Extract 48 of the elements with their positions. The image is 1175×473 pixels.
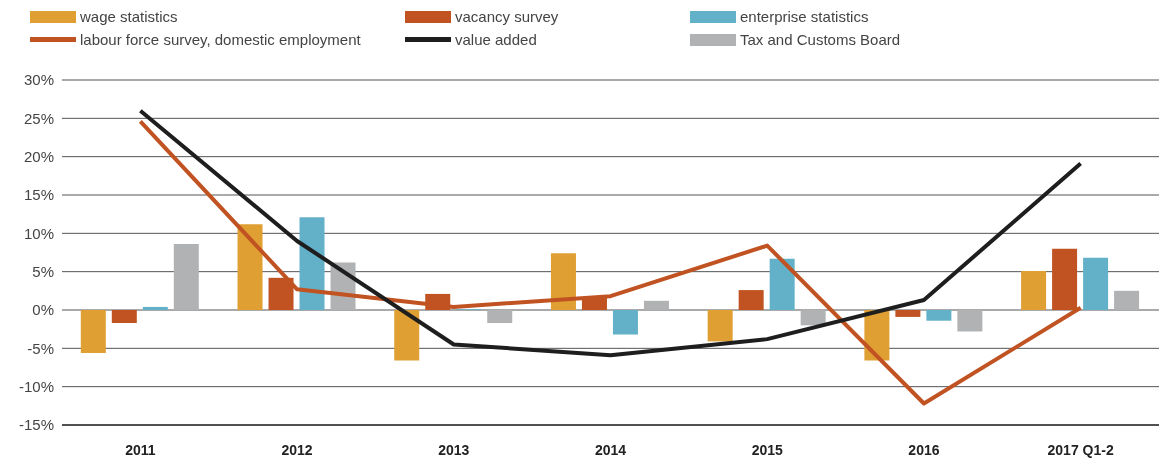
bar bbox=[769, 258, 795, 310]
legend-label: value added bbox=[455, 31, 537, 48]
bar bbox=[612, 310, 638, 335]
bar bbox=[926, 310, 952, 321]
bar bbox=[237, 224, 263, 310]
y-tick-label: -15% bbox=[18, 416, 54, 434]
x-tick-label: 2017 Q1-2 bbox=[1047, 441, 1114, 458]
y-tick-label: -10% bbox=[18, 377, 54, 395]
bar bbox=[268, 277, 294, 310]
legend-label: labour force survey, domestic employment bbox=[80, 31, 361, 48]
bar bbox=[394, 310, 420, 361]
line-series bbox=[138, 119, 1083, 406]
x-tick-label: 2015 bbox=[751, 441, 783, 458]
legend-label: vacancy survey bbox=[455, 8, 559, 25]
x-tick-label: 2013 bbox=[438, 441, 470, 458]
bar bbox=[738, 290, 764, 310]
bar bbox=[80, 310, 106, 353]
bar bbox=[1052, 248, 1078, 310]
bar bbox=[550, 253, 576, 310]
y-tick-label: 20% bbox=[23, 147, 54, 165]
legend-label: Tax and Customs Board bbox=[740, 31, 901, 48]
bar bbox=[895, 310, 921, 317]
x-tick-label: 2011 bbox=[125, 441, 156, 458]
x-tick-label: 2016 bbox=[908, 441, 940, 458]
bar bbox=[643, 300, 669, 310]
line-series bbox=[138, 108, 1083, 358]
bar bbox=[1021, 270, 1047, 310]
y-tick-label: 15% bbox=[23, 186, 54, 204]
legend-label: wage statistics bbox=[80, 8, 178, 25]
y-tick-label: 0% bbox=[32, 301, 54, 319]
y-tick-label: 25% bbox=[23, 109, 54, 127]
bar bbox=[299, 217, 325, 310]
y-tick-label: 30% bbox=[23, 71, 54, 89]
legend-label: enterprise statistics bbox=[740, 8, 869, 25]
bar bbox=[111, 310, 137, 324]
y-tick-label: -5% bbox=[27, 339, 54, 357]
bar bbox=[173, 244, 199, 310]
y-tick-label: 5% bbox=[32, 262, 54, 280]
x-tick-label: 2014 bbox=[594, 441, 627, 458]
bar bbox=[1083, 257, 1109, 310]
bar bbox=[707, 310, 733, 342]
x-tick-label: 2012 bbox=[281, 441, 313, 458]
bar bbox=[1114, 290, 1140, 310]
y-tick-label: 10% bbox=[23, 224, 54, 242]
bar bbox=[487, 310, 513, 324]
bar bbox=[142, 306, 168, 310]
bar bbox=[957, 310, 983, 332]
bar bbox=[800, 310, 826, 326]
